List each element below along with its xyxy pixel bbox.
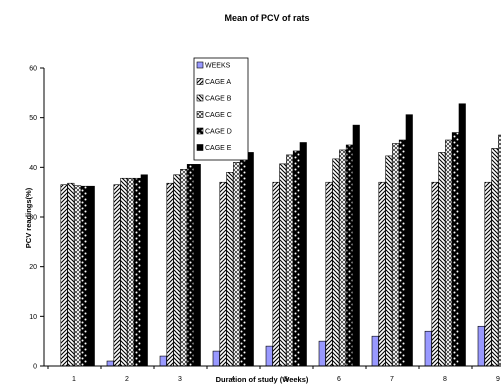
x-tick-label: 8 xyxy=(443,376,447,383)
bar-cage-d-week-6 xyxy=(345,144,354,367)
bar-cage-c-week-4 xyxy=(233,162,241,367)
legend-label: CAGE A xyxy=(205,79,231,86)
bar-cage-a-week-6 xyxy=(325,181,333,367)
bar-cage-b-week-9 xyxy=(491,148,499,367)
bar-weeks-week-5 xyxy=(265,345,273,367)
legend-label: WEEKS xyxy=(205,63,231,70)
bar-cage-a-week-2 xyxy=(113,184,121,367)
x-tick-label: 2 xyxy=(125,376,129,383)
bar-weeks-week-6 xyxy=(318,340,326,367)
x-tick-label: 7 xyxy=(390,376,394,383)
legend-label: CAGE C xyxy=(205,112,232,119)
bar-cage-a-week-5 xyxy=(272,181,280,367)
bar-weeks-week-4 xyxy=(212,350,220,367)
y-tick-label: 50 xyxy=(29,115,37,122)
bar-cage-c-week-2 xyxy=(127,177,135,367)
y-tick-label: 10 xyxy=(29,314,37,321)
bar-cage-c-week-1 xyxy=(74,185,82,367)
legend-swatch-cage-d xyxy=(196,127,204,135)
bar-cage-a-week-9 xyxy=(484,181,492,367)
bar-cage-a-week-8 xyxy=(431,181,439,367)
bar-cage-e-week-6 xyxy=(352,124,360,367)
x-tick-label: 9 xyxy=(496,376,500,383)
legend-swatch-cage-c xyxy=(196,111,204,118)
bar-weeks-week-3 xyxy=(159,355,167,367)
x-tick-label: 6 xyxy=(337,376,341,383)
bar-cage-b-week-6 xyxy=(332,158,340,367)
legend-swatch-weeks xyxy=(196,61,204,69)
bar-cage-d-week-1 xyxy=(80,185,88,367)
bar-cage-b-week-5 xyxy=(279,163,287,367)
bar-cage-c-week-6 xyxy=(339,149,347,367)
bar-cage-d-week-4 xyxy=(239,155,247,367)
bar-cage-d-week-7 xyxy=(398,139,407,367)
bar-cage-e-week-3 xyxy=(193,164,201,367)
legend: WEEKS CAGE A CAGE B CAGE C CAGE D CAGE E xyxy=(193,57,249,161)
bar-cage-e-week-7 xyxy=(405,114,413,367)
x-axis-label: Duration of study (Weeks) xyxy=(216,375,309,384)
bar-cage-d-week-5 xyxy=(292,150,301,367)
bar-cage-b-week-8 xyxy=(438,152,446,367)
bar-cage-b-week-1 xyxy=(67,182,75,367)
bar-cage-a-week-3 xyxy=(166,182,174,367)
y-axis-label: PCV readings(%) xyxy=(24,187,33,248)
legend-swatch-cage-a xyxy=(196,78,204,85)
legend-label: CAGE B xyxy=(205,96,232,103)
bar-weeks-week-8 xyxy=(424,330,432,367)
bar-cage-c-week-9 xyxy=(498,134,501,367)
x-tick-label: 1 xyxy=(72,376,76,383)
bar-weeks-week-7 xyxy=(371,335,379,367)
bar-cage-a-week-1 xyxy=(60,184,68,367)
bar-cage-e-week-5 xyxy=(299,142,307,367)
x-tick-label: 5 xyxy=(284,376,288,383)
bar-cage-c-week-3 xyxy=(180,169,188,367)
legend-swatch-cage-b xyxy=(196,94,204,102)
bar-cage-e-week-8 xyxy=(458,103,466,367)
y-tick-label: 40 xyxy=(29,165,37,172)
bar-cage-b-week-7 xyxy=(385,155,393,367)
bar-cage-b-week-4 xyxy=(226,172,234,367)
bar-cage-e-week-4 xyxy=(246,152,254,367)
y-tick-label: 30 xyxy=(29,215,37,222)
bar-cage-d-week-3 xyxy=(186,164,194,367)
legend-label: CAGE E xyxy=(205,145,232,152)
bar-cage-b-week-3 xyxy=(173,174,181,367)
bar-cage-a-week-7 xyxy=(378,181,386,367)
bar-cage-a-week-4 xyxy=(219,181,227,367)
bar-cage-d-week-2 xyxy=(133,177,141,367)
bar-cage-d-week-8 xyxy=(451,132,460,367)
bar-weeks-week-9 xyxy=(477,325,485,367)
bar-weeks-week-2 xyxy=(106,360,114,367)
bar-cage-e-week-2 xyxy=(140,174,148,367)
legend-swatch-cage-e xyxy=(196,144,204,151)
bar-cage-c-week-7 xyxy=(392,143,400,367)
bar-cage-b-week-2 xyxy=(120,177,128,367)
bar-cage-e-week-1 xyxy=(87,185,95,367)
x-tick-label: 4 xyxy=(231,376,235,383)
legend-label: CAGE D xyxy=(205,129,232,136)
chart-title: Mean of PCV of rats xyxy=(224,13,309,23)
bar-cage-c-week-8 xyxy=(445,139,453,367)
y-tick-label: 20 xyxy=(29,264,37,271)
legend-box xyxy=(193,57,249,161)
y-tick-label: 0 xyxy=(33,364,37,371)
bar-cage-c-week-5 xyxy=(286,154,294,367)
x-tick-label: 3 xyxy=(178,376,182,383)
y-tick-label: 60 xyxy=(29,66,37,73)
